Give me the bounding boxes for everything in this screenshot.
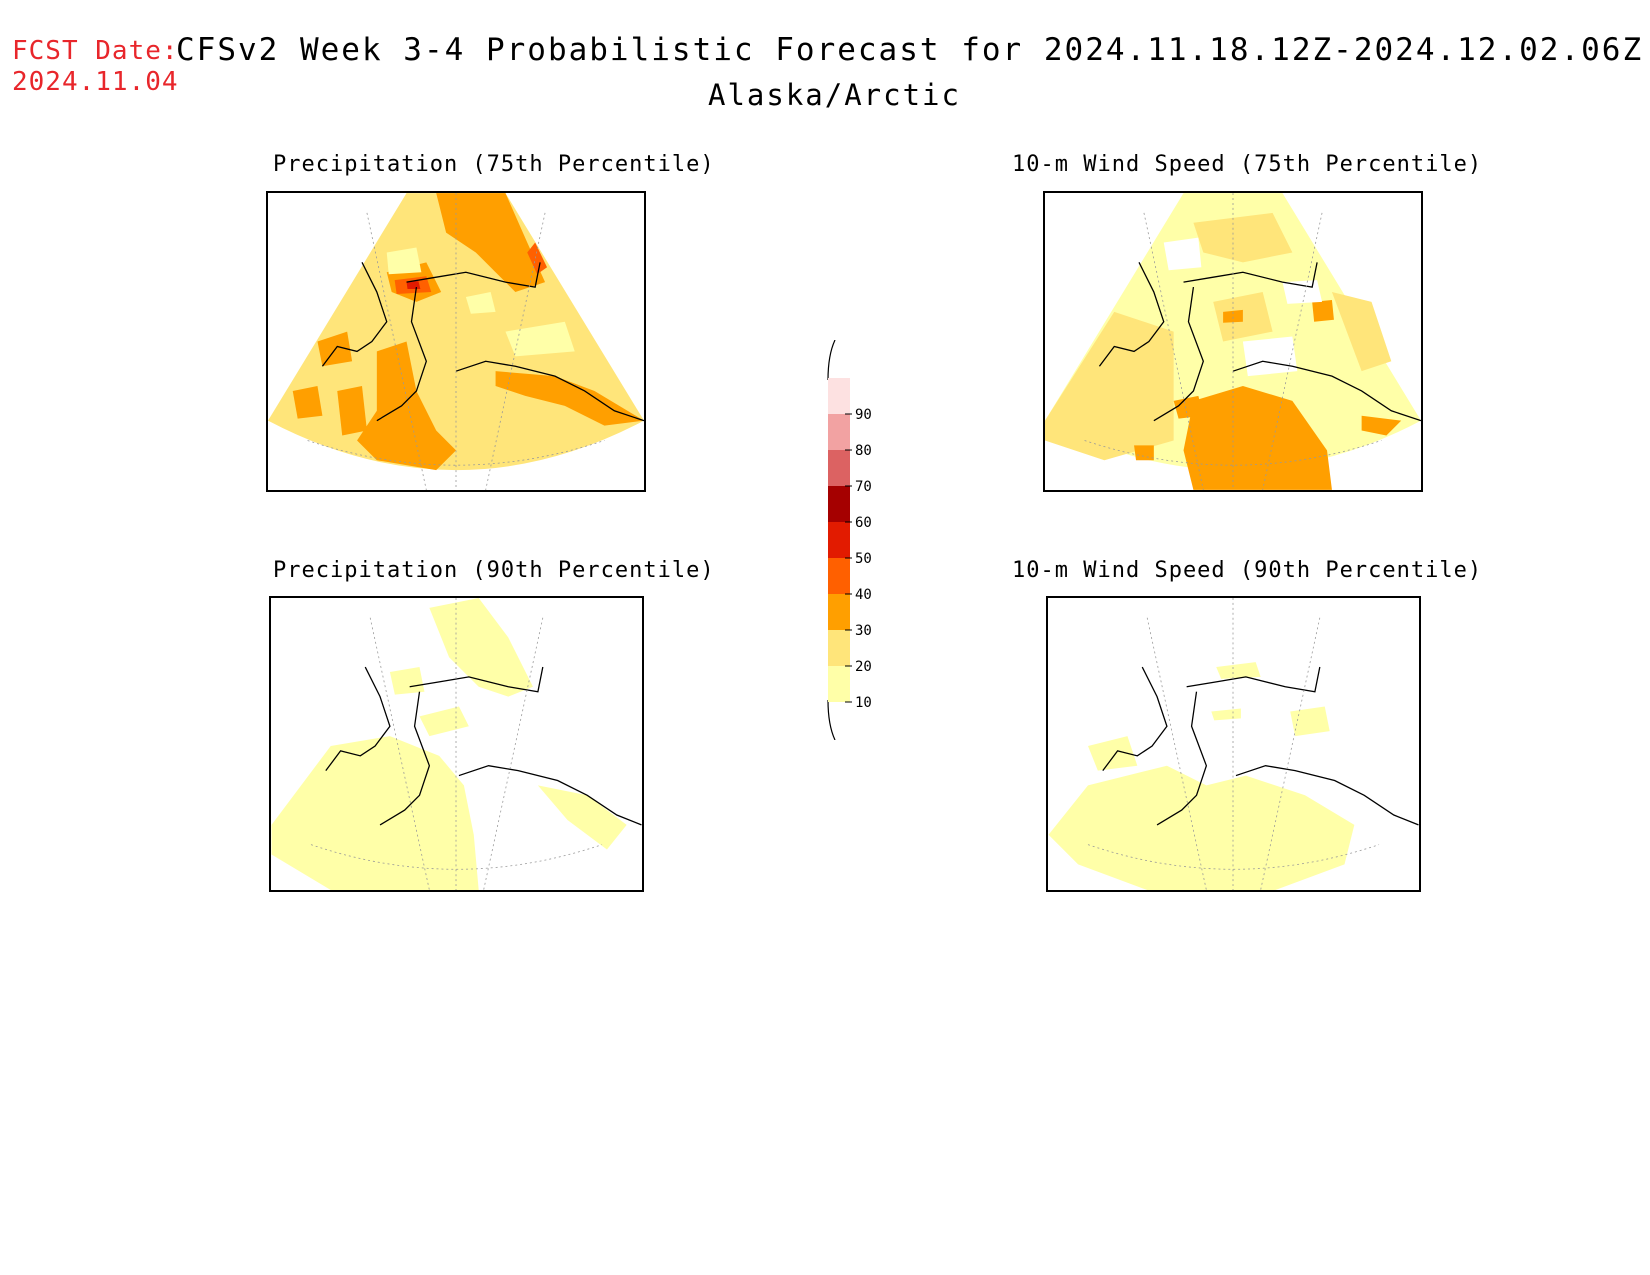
colorbar-swatch [828,594,850,630]
colorbar-svg: 10 20 30 40 50 60 70 80 90 [827,340,872,740]
colorbar-swatch [828,666,850,702]
map-precip-90-svg [271,598,642,890]
map-precip-90 [269,596,644,892]
graticule [1084,193,1382,490]
colorbar-swatch [828,414,850,450]
colorbar-tick-label: 70 [855,479,872,495]
colorbar-tick-label: 90 [855,407,872,423]
colorbar-swatch [828,522,850,558]
map-wind-90 [1046,596,1421,892]
coastline [321,262,644,422]
map-precip-75 [266,191,646,492]
contours-10-20 [1048,662,1355,890]
panel-title-precip-75: Precipitation (75th Percentile) [273,152,715,177]
colorbar-tick-label: 20 [855,659,872,675]
colorbar-tick-label: 80 [855,443,872,459]
colorbar-swatch [828,558,850,594]
contours-30-40 [292,193,644,471]
colorbar-swatch [828,378,850,414]
panel-title-precip-90: Precipitation (90th Percentile) [273,558,715,583]
colorbar-swatch [828,630,850,666]
map-wind-90-svg [1048,598,1419,890]
colorbar-tick-label: 50 [855,551,872,567]
graticule [310,598,603,890]
coastline [1102,666,1419,826]
contours-20-30 [1045,212,1392,461]
graticule [307,193,605,490]
colorbar-tick-label: 60 [855,515,872,531]
colorbar-bottom-arrow [827,699,836,740]
panel-title-wind-90: 10-m Wind Speed (90th Percentile) [1012,558,1483,583]
map-wind-75 [1043,191,1423,492]
coastline [1098,262,1421,422]
fcst-date-label: FCST Date: [12,36,179,66]
contours-below-10 [1163,237,1323,377]
map-wind-75-svg [1045,193,1421,490]
colorbar-swatch [828,486,850,522]
page-title: CFSv2 Week 3-4 Probabilistic Forecast fo… [176,32,1644,68]
colorbar-swatch [828,450,850,486]
colorbar: 10 20 30 40 50 60 70 80 90 [820,340,890,740]
fcst-date-value: 2024.11.04 [12,67,179,97]
contour-40-50-ne [527,242,548,275]
colorbar-tick-label: 10 [855,695,872,711]
colorbar-top-arrow [827,340,836,381]
colorbar-tick-label: 30 [855,623,872,639]
region-subtitle: Alaska/Arctic [708,78,961,112]
contours-10-20 [386,247,575,357]
colorbar-tick-label: 40 [855,587,872,603]
coastline [325,666,642,826]
contour-50-60 [406,281,421,290]
panel-title-wind-75: 10-m Wind Speed (75th Percentile) [1012,152,1483,177]
contours-30-40 [1134,299,1402,490]
map-precip-75-svg [268,193,644,490]
graticule [1087,598,1380,890]
